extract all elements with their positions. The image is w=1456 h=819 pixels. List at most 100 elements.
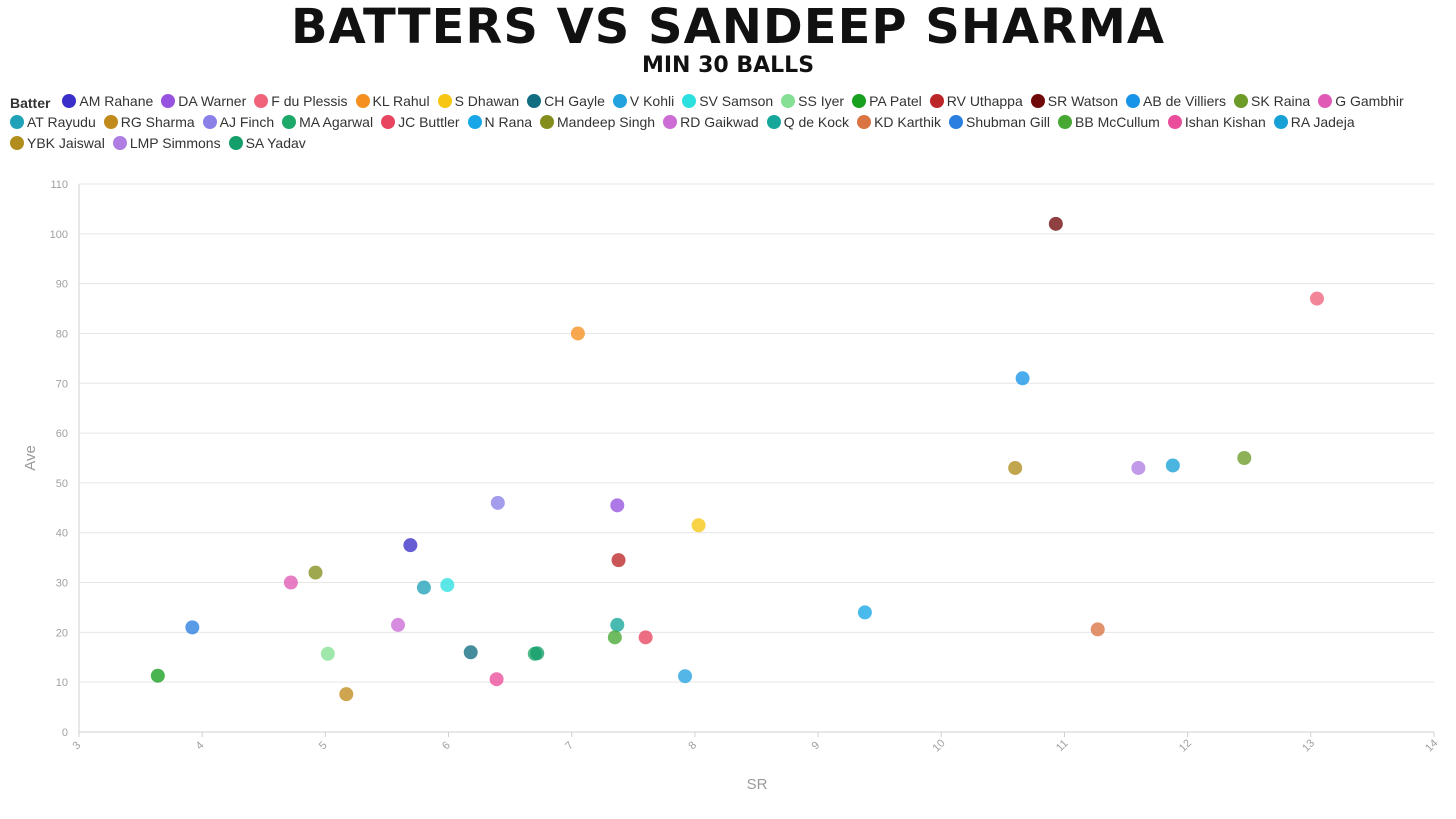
data-point[interactable] [490,495,505,510]
data-point[interactable] [185,620,200,635]
legend-item[interactable]: SR Watson [1030,92,1118,111]
data-point[interactable] [1131,460,1146,475]
legend-item[interactable]: SV Samson [682,92,773,111]
legend-item[interactable]: JC Buttler [381,113,460,132]
legend-item[interactable]: SS Iyer [781,92,844,111]
y-tick-label: 100 [50,229,68,241]
data-point[interactable] [691,518,706,533]
x-axis-label: SR [747,776,768,793]
legend-item[interactable]: YBK Jaiswal [10,134,105,153]
y-tick-label: 90 [56,279,68,291]
legend-item[interactable]: V Kohli [612,92,675,111]
legend-label: RA Jadeja [1290,113,1355,130]
data-point[interactable] [1090,622,1105,637]
legend-label: BB McCullum [1075,113,1160,130]
data-point[interactable] [638,630,653,645]
legend-swatch [663,115,678,129]
legend-item[interactable]: KD Karthik [857,113,941,132]
legend-item[interactable]: MA Agarwal [282,113,373,132]
data-point[interactable] [610,617,625,632]
data-point[interactable] [607,630,622,645]
legend-label: CH Gayle [544,93,605,109]
y-tick-label: 40 [56,528,68,540]
legend-swatch [10,135,24,150]
legend-item[interactable]: AM Rahane [62,92,153,111]
legend-label: RG Sharma [120,113,195,130]
x-tick-label: 5 [317,739,330,752]
data-points [150,216,1324,702]
data-point[interactable] [610,498,625,513]
legend-item[interactable]: Mandeep Singh [540,113,655,132]
data-point[interactable] [570,326,585,341]
data-point[interactable] [339,687,354,702]
legend-item[interactable]: F du Plessis [254,92,348,111]
legend-item[interactable]: G Gambhir [1318,92,1404,111]
data-point[interactable] [283,575,298,590]
legend-swatch [10,115,24,129]
legend-swatch [1318,94,1333,109]
legend-item[interactable]: BB McCullum [1058,113,1160,132]
data-point[interactable] [403,538,418,553]
data-point[interactable] [440,578,455,593]
data-point[interactable] [1048,216,1063,231]
legend-item[interactable]: RV Uthappa [929,92,1023,111]
x-tick-label: 8 [686,739,699,752]
legend-swatch [1234,94,1249,109]
data-point[interactable] [1008,460,1023,475]
legend-label: SK Raina [1251,93,1311,109]
data-point[interactable] [416,580,431,595]
legend: Batter AM Rahane DA Warner F du Plessis KL … [10,92,1450,154]
legend-item[interactable]: DA Warner [161,92,246,111]
data-point[interactable] [489,672,504,687]
data-point[interactable] [1015,371,1030,386]
y-tick-label: 80 [56,328,68,340]
data-point[interactable] [611,553,626,568]
data-point[interactable] [857,605,872,620]
legend-item[interactable]: AJ Finch [202,113,275,132]
data-point[interactable] [1237,451,1252,465]
legend-swatch [202,115,217,129]
legend-item[interactable]: RA Jadeja [1273,113,1355,132]
x-tick-label: 6 [440,739,453,752]
chart-subtitle: MIN 30 BALLS [641,53,815,78]
legend-item[interactable]: AT Rayudu [10,113,96,132]
x-tick-label: 4 [194,739,207,752]
legend-label: AJ Finch [219,113,275,130]
data-point[interactable] [1309,291,1324,306]
legend-item[interactable]: CH Gayle [527,92,605,111]
legend-item[interactable]: AB de Villiers [1126,92,1226,111]
data-point[interactable] [150,668,165,683]
legend-item[interactable]: Ishan Kishan [1167,113,1266,132]
legend-label: AM Rahane [79,93,154,109]
legend-item[interactable]: RG Sharma [103,113,195,132]
legend-label: V Kohli [629,93,675,109]
x-tick-label: 13 [1300,737,1317,754]
data-point[interactable] [678,669,693,684]
data-point[interactable] [391,617,406,632]
x-tick-label: 11 [1054,738,1071,755]
data-point[interactable] [530,646,545,661]
legend-item[interactable]: KL Rahul [355,92,430,111]
legend-item[interactable]: Q de Kock [766,113,849,132]
data-point[interactable] [1165,458,1180,473]
legend-item[interactable]: RD Gaikwad [663,113,759,132]
legend-item[interactable]: LMP Simmons [112,134,221,153]
legend-item[interactable]: Shubman Gill [948,113,1050,132]
legend-label: Ishan Kishan [1184,113,1266,130]
data-point[interactable] [308,565,323,580]
legend-item[interactable]: SA Yadav [228,134,306,153]
legend-swatch [1126,94,1141,109]
data-point[interactable] [463,645,478,660]
legend-label: SA Yadav [245,134,306,151]
y-tick-label: 110 [50,179,68,191]
legend-item[interactable]: S Dhawan [437,92,519,111]
legend-item[interactable]: N Rana [467,113,532,132]
legend-item[interactable]: SK Raina [1234,92,1310,111]
data-point[interactable] [320,646,335,661]
legend-label: RD Gaikwad [680,113,759,130]
legend-swatch [527,94,542,109]
legend-label: PA Patel [869,93,922,109]
legend-swatch [929,94,944,109]
legend-swatch [437,94,452,109]
legend-item[interactable]: PA Patel [852,92,922,111]
